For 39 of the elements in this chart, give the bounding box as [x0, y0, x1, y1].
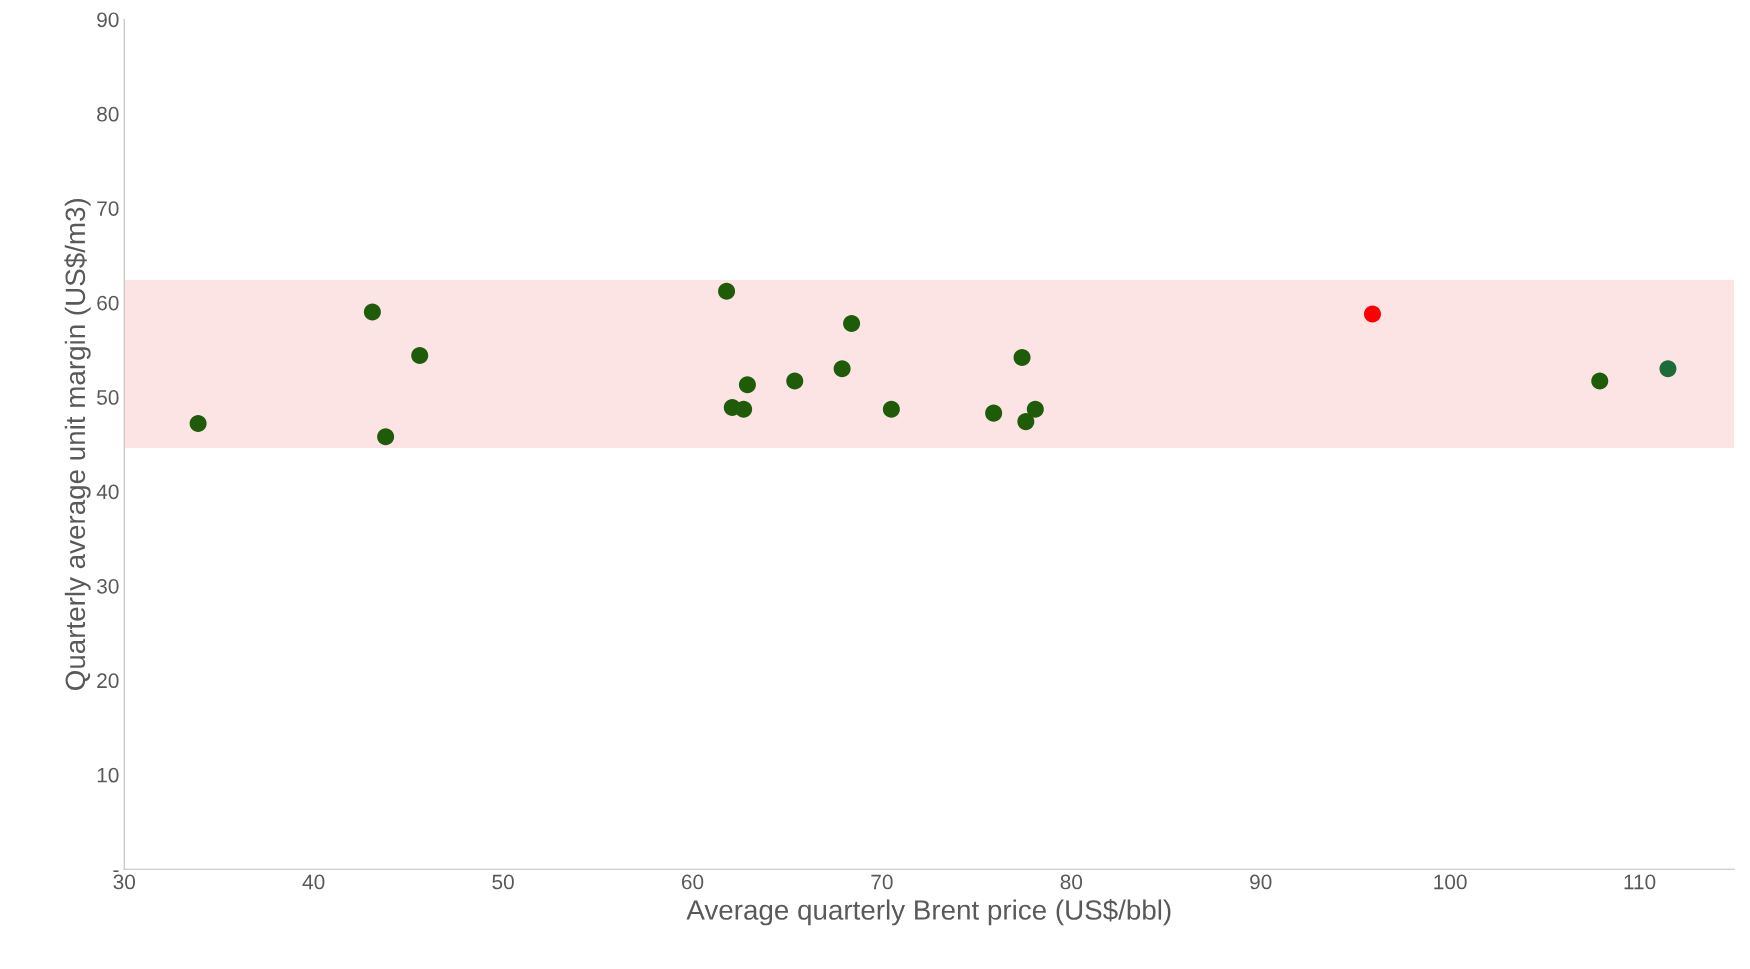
point	[411, 347, 429, 365]
y-axis-title: Quarterly average unit margin (US$/m3)	[64, 198, 91, 690]
point	[1026, 400, 1044, 418]
y-tick-label: 60	[97, 295, 119, 311]
point	[189, 415, 207, 433]
x-tick-label: 90	[1250, 874, 1272, 890]
point	[985, 404, 1003, 422]
point	[1017, 413, 1035, 431]
point	[1659, 360, 1677, 378]
point	[786, 372, 804, 390]
x-tick-label: 80	[1060, 874, 1083, 890]
x-tick-label: 60	[681, 874, 704, 890]
x-tick-label: 40	[302, 874, 325, 890]
x-tick-label: 30	[113, 874, 136, 890]
point	[738, 376, 756, 394]
y-tick-label: 50	[97, 390, 119, 405]
y-tick-label: 30	[97, 578, 119, 594]
x-tick-label: 110	[1624, 874, 1656, 890]
y-tick-label: 90	[97, 12, 119, 28]
point	[363, 303, 381, 321]
point	[1013, 348, 1031, 366]
point	[833, 360, 851, 378]
point	[718, 282, 736, 300]
y-tick-label: 40	[96, 484, 119, 500]
y-tick-label: 10	[97, 767, 119, 783]
point	[735, 400, 753, 418]
x-tick-label: 50	[492, 874, 514, 890]
x-tick-label: 70	[871, 874, 893, 890]
point	[377, 428, 395, 446]
y-tick-label: 20	[97, 673, 119, 689]
point	[882, 400, 900, 418]
y-tick-label: -	[113, 870, 119, 873]
point	[1363, 305, 1381, 323]
point	[843, 314, 861, 332]
x-tick-label: 100	[1434, 874, 1467, 890]
y-tick-label: 80	[97, 106, 119, 122]
y-tick-label: 70	[97, 201, 119, 216]
point	[1591, 372, 1609, 390]
x-axis-title: Average quarterly Brent price (US$/bbl)	[686, 899, 1171, 926]
